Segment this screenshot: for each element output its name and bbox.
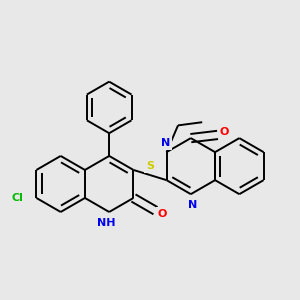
Text: O: O xyxy=(219,127,229,137)
Text: Cl: Cl xyxy=(11,193,23,203)
Text: N: N xyxy=(188,200,197,210)
Text: O: O xyxy=(157,209,167,219)
Text: N: N xyxy=(161,138,170,148)
Text: S: S xyxy=(146,161,154,171)
Text: NH: NH xyxy=(97,218,115,228)
